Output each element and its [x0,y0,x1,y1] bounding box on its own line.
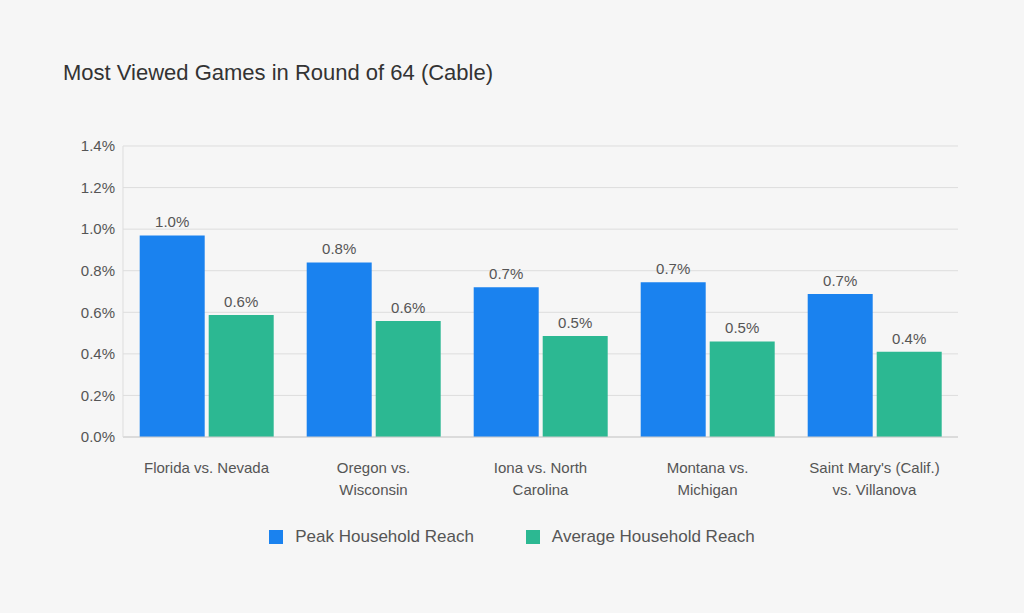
svg-text:0.7%: 0.7% [656,260,690,277]
svg-text:Florida vs. Nevada: Florida vs. Nevada [144,459,270,476]
svg-text:Oregon vs.: Oregon vs. [337,459,410,476]
svg-text:vs. Villanova: vs. Villanova [833,481,918,498]
svg-text:0.4%: 0.4% [892,330,926,347]
html-text:Average Household Reach: Average Household Reach [551,527,755,546]
svg-text:Michigan: Michigan [677,481,737,498]
svg-text:1.0%: 1.0% [155,213,189,230]
svg-text:0.6%: 0.6% [224,293,258,310]
svg-text:0.8%: 0.8% [322,240,356,257]
svg-text:Saint Mary's (Calif.): Saint Mary's (Calif.) [809,459,939,476]
svg-text:0.5%: 0.5% [558,314,592,331]
svg-text:0.0%: 0.0% [81,428,115,445]
svg-text:Iona vs. North: Iona vs. North [494,459,587,476]
html-text:Peak Household Reach: Peak Household Reach [295,527,474,546]
svg-text:0.2%: 0.2% [81,387,115,404]
svg-text:0.7%: 0.7% [823,272,857,289]
svg-text:1.4%: 1.4% [81,137,115,154]
svg-text:0.7%: 0.7% [489,265,523,282]
svg-text:1.2%: 1.2% [81,179,115,196]
svg-text:0.8%: 0.8% [81,262,115,279]
svg-text:0.4%: 0.4% [81,345,115,362]
svg-text:Carolina: Carolina [513,481,570,498]
svg-text:Montana vs.: Montana vs. [667,459,749,476]
svg-text:0.6%: 0.6% [81,304,115,321]
svg-text:Wisconsin: Wisconsin [339,481,407,498]
html-text:Most Viewed Games in Round of: Most Viewed Games in Round of 64 (Cable) [63,60,493,85]
svg-text:0.5%: 0.5% [725,319,759,336]
svg-text:0.6%: 0.6% [391,299,425,316]
svg-text:1.0%: 1.0% [81,220,115,237]
